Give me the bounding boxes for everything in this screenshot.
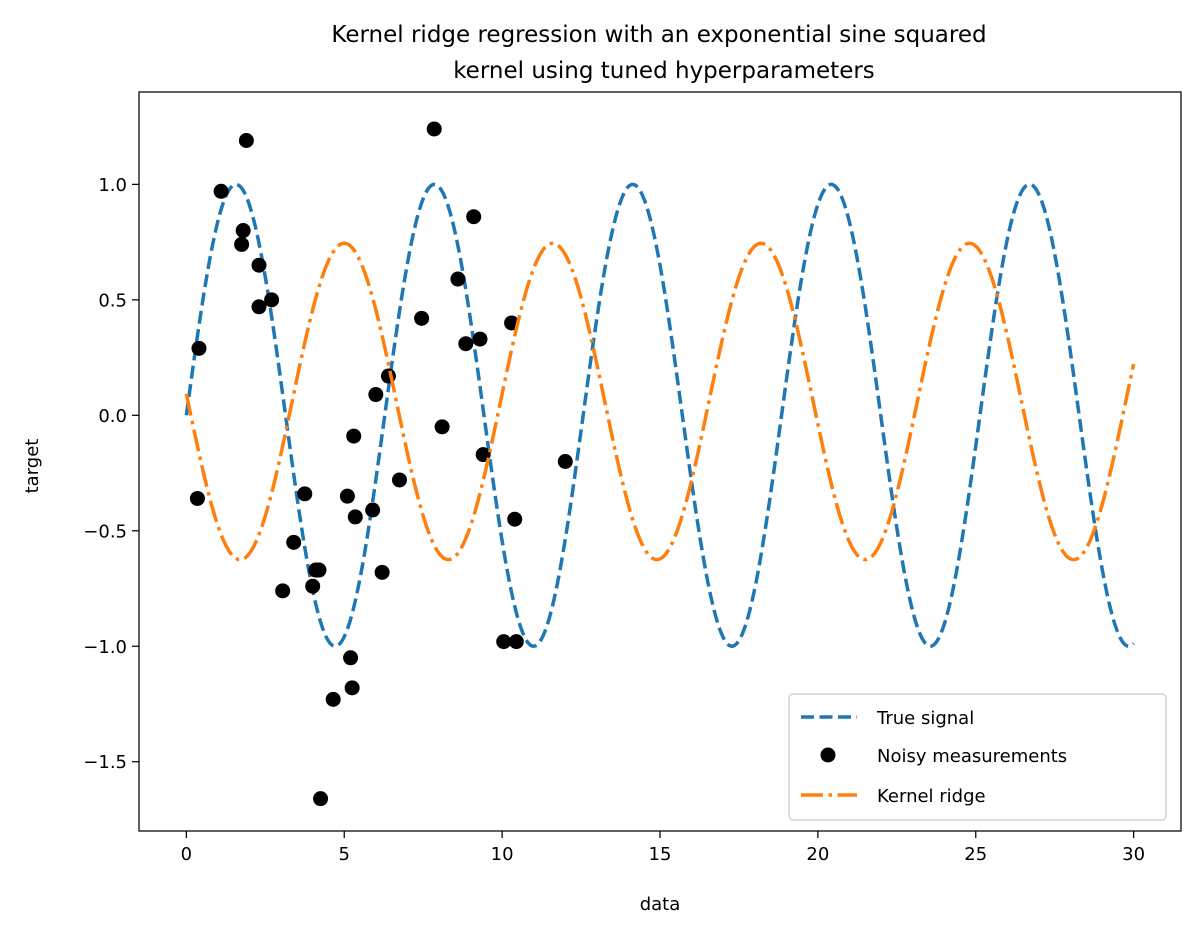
y-axis-label: target <box>22 439 43 494</box>
noisy-measurement-point <box>191 340 207 356</box>
y-tick-label: −1.0 <box>83 637 127 658</box>
noisy-measurement-point <box>235 223 251 239</box>
noisy-measurement-point <box>251 257 267 273</box>
noisy-measurement-point <box>313 791 329 807</box>
noisy-measurement-point <box>450 271 466 287</box>
noisy-measurement-point <box>368 387 384 403</box>
x-tick-label: 20 <box>806 844 829 865</box>
noisy-measurement-point <box>305 578 321 594</box>
chart-title-line-1: Kernel ridge regression with an exponent… <box>331 22 986 48</box>
noisy-measurement-point <box>557 454 573 469</box>
noisy-measurement-point <box>365 502 381 518</box>
noisy-measurement-point <box>344 680 360 696</box>
legend-noisy-measurements-swatch <box>820 747 836 763</box>
y-axis-ticks: 1.0 0.5 0.0 −0.5 −1.0 −1.5 <box>83 175 139 773</box>
noisy-measurement-point <box>507 511 523 527</box>
noisy-measurement-point <box>311 562 327 578</box>
noisy-measurement-point <box>426 121 442 137</box>
y-tick-label: 0.0 <box>98 406 127 427</box>
x-tick-label: 5 <box>339 844 350 865</box>
x-tick-label: 30 <box>1122 844 1145 865</box>
x-axis-label: data <box>640 894 681 915</box>
noisy-measurement-point <box>346 428 362 444</box>
y-tick-label: −0.5 <box>83 521 127 542</box>
chart-title-line-2: kernel using tuned hyperparameters <box>453 58 875 84</box>
noisy-measurement-point <box>466 209 482 225</box>
legend: True signal Noisy measurements Kernel ri… <box>788 693 1167 821</box>
noisy-measurement-point <box>238 133 254 148</box>
noisy-measurement-point <box>392 472 407 488</box>
legend-box <box>788 693 1167 821</box>
axes-frame <box>138 91 1182 832</box>
noisy-measurement-point <box>264 292 280 308</box>
x-tick-label: 10 <box>491 844 514 865</box>
noisy-measurement-point <box>347 509 363 525</box>
x-tick-label: 25 <box>964 844 987 865</box>
y-tick-label: 1.0 <box>98 175 127 196</box>
noisy-measurement-point <box>234 236 250 252</box>
noisy-measurement-point <box>343 650 359 666</box>
x-axis-ticks: 0 5 10 15 20 25 30 <box>181 831 1145 865</box>
noisy-measurement-point <box>297 486 313 502</box>
legend-noisy-measurements-label: Noisy measurements <box>877 746 1067 767</box>
noisy-measurement-point <box>374 564 390 580</box>
noisy-measurement-point <box>508 634 524 650</box>
true-signal-line <box>184 182 1135 649</box>
noisy-measurement-point <box>213 183 229 199</box>
noisy-measurement-point <box>472 331 488 347</box>
y-tick-label: −1.5 <box>83 752 127 773</box>
noisy-measurement-point <box>414 310 430 326</box>
x-tick-label: 15 <box>649 844 672 865</box>
noisy-measurement-point <box>275 583 291 599</box>
x-tick-label: 0 <box>181 844 192 865</box>
noisy-measurement-point <box>325 691 341 707</box>
plot-area <box>184 121 1136 807</box>
legend-true-signal-label: True signal <box>876 708 974 729</box>
noisy-measurement-point <box>286 534 302 550</box>
y-tick-label: 0.5 <box>98 290 127 311</box>
legend-kernel-ridge-label: Kernel ridge <box>877 786 986 807</box>
noisy-measurement-point <box>251 299 267 315</box>
kernel-ridge-line <box>184 241 1136 562</box>
noisy-measurement-point <box>458 336 474 352</box>
noisy-measurement-point <box>189 490 205 506</box>
noisy-measurement-point <box>339 488 355 504</box>
noisy-measurement-point <box>434 419 450 435</box>
noisy-measurement-point <box>496 634 512 650</box>
